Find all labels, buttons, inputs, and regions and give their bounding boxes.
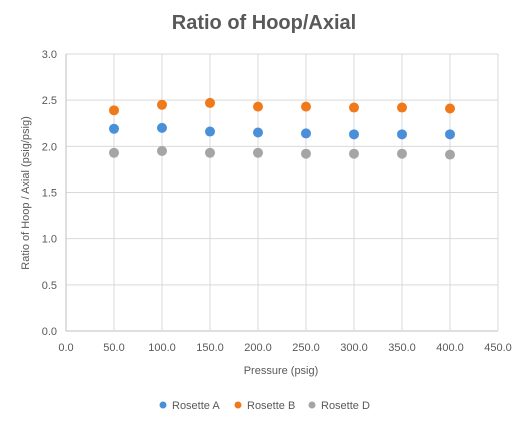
data-point — [109, 105, 119, 116]
y-tick-label: 0.5 — [42, 280, 57, 292]
x-tick-label: 100.0 — [148, 342, 176, 354]
data-point — [157, 122, 167, 133]
grid — [65, 53, 499, 332]
series-rosette-d — [109, 145, 455, 160]
x-tick-label: 350.0 — [388, 342, 416, 354]
data-point — [445, 149, 455, 160]
data-point — [109, 123, 119, 134]
x-tick-label: 150.0 — [196, 342, 224, 354]
data-point — [205, 126, 215, 137]
data-point — [445, 129, 455, 140]
y-tick-label: 3.0 — [42, 49, 57, 61]
data-point — [349, 129, 359, 140]
legend-item: Rosette D — [308, 400, 370, 412]
y-tick-label: 1.5 — [42, 188, 57, 200]
x-tick-label: 300.0 — [340, 342, 368, 354]
legend-label: Rosette D — [321, 400, 370, 412]
data-points — [109, 97, 455, 160]
data-point — [157, 99, 167, 110]
x-axis-ticks: 0.0 50.0 100.0 150.0 200.0 250.0 300.0 350.0 400… — [58, 342, 511, 354]
legend-marker — [159, 401, 167, 409]
data-point — [349, 102, 359, 113]
legend-item: Rosette B — [234, 400, 295, 412]
legend: Rosette A Rosette B Rosette D — [159, 400, 370, 412]
data-point — [397, 148, 407, 159]
data-point — [109, 147, 119, 158]
y-axis-ticks: 0.0 0.5 1.0 1.5 2.0 2.5 3.0 — [42, 49, 57, 338]
data-point — [301, 148, 311, 159]
data-point — [253, 101, 263, 112]
data-point — [253, 147, 263, 158]
data-point — [349, 148, 359, 159]
x-tick-label: 50.0 — [103, 342, 124, 354]
data-point — [301, 128, 311, 139]
x-tick-label: 0.0 — [58, 342, 73, 354]
y-tick-label: 1.0 — [42, 234, 57, 246]
x-axis-title: Pressure (psig) — [244, 365, 319, 377]
data-point — [397, 129, 407, 140]
data-point — [205, 97, 215, 108]
y-tick-label: 2.0 — [42, 141, 57, 153]
legend-label: Rosette B — [247, 400, 295, 412]
series-rosette-a — [109, 122, 455, 140]
data-point — [157, 145, 167, 156]
x-tick-label: 250.0 — [292, 342, 320, 354]
legend-item: Rosette A — [159, 400, 220, 412]
x-tick-label: 450.0 — [484, 342, 512, 354]
legend-marker — [308, 401, 316, 409]
data-point — [397, 102, 407, 113]
chart-title: Ratio of Hoop/Axial — [172, 12, 356, 34]
data-point — [445, 103, 455, 114]
y-tick-label: 0.0 — [42, 326, 57, 338]
y-tick-label: 2.5 — [42, 95, 57, 107]
data-point — [253, 127, 263, 138]
y-axis-title: Ratio of Hoop / Axial (psig/psig) — [20, 116, 32, 269]
legend-marker — [234, 401, 242, 409]
series-rosette-b — [109, 97, 455, 116]
legend-label: Rosette A — [172, 400, 220, 412]
data-point — [205, 147, 215, 158]
x-tick-label: 400.0 — [436, 342, 464, 354]
data-point — [301, 101, 311, 112]
x-tick-label: 200.0 — [244, 342, 272, 354]
